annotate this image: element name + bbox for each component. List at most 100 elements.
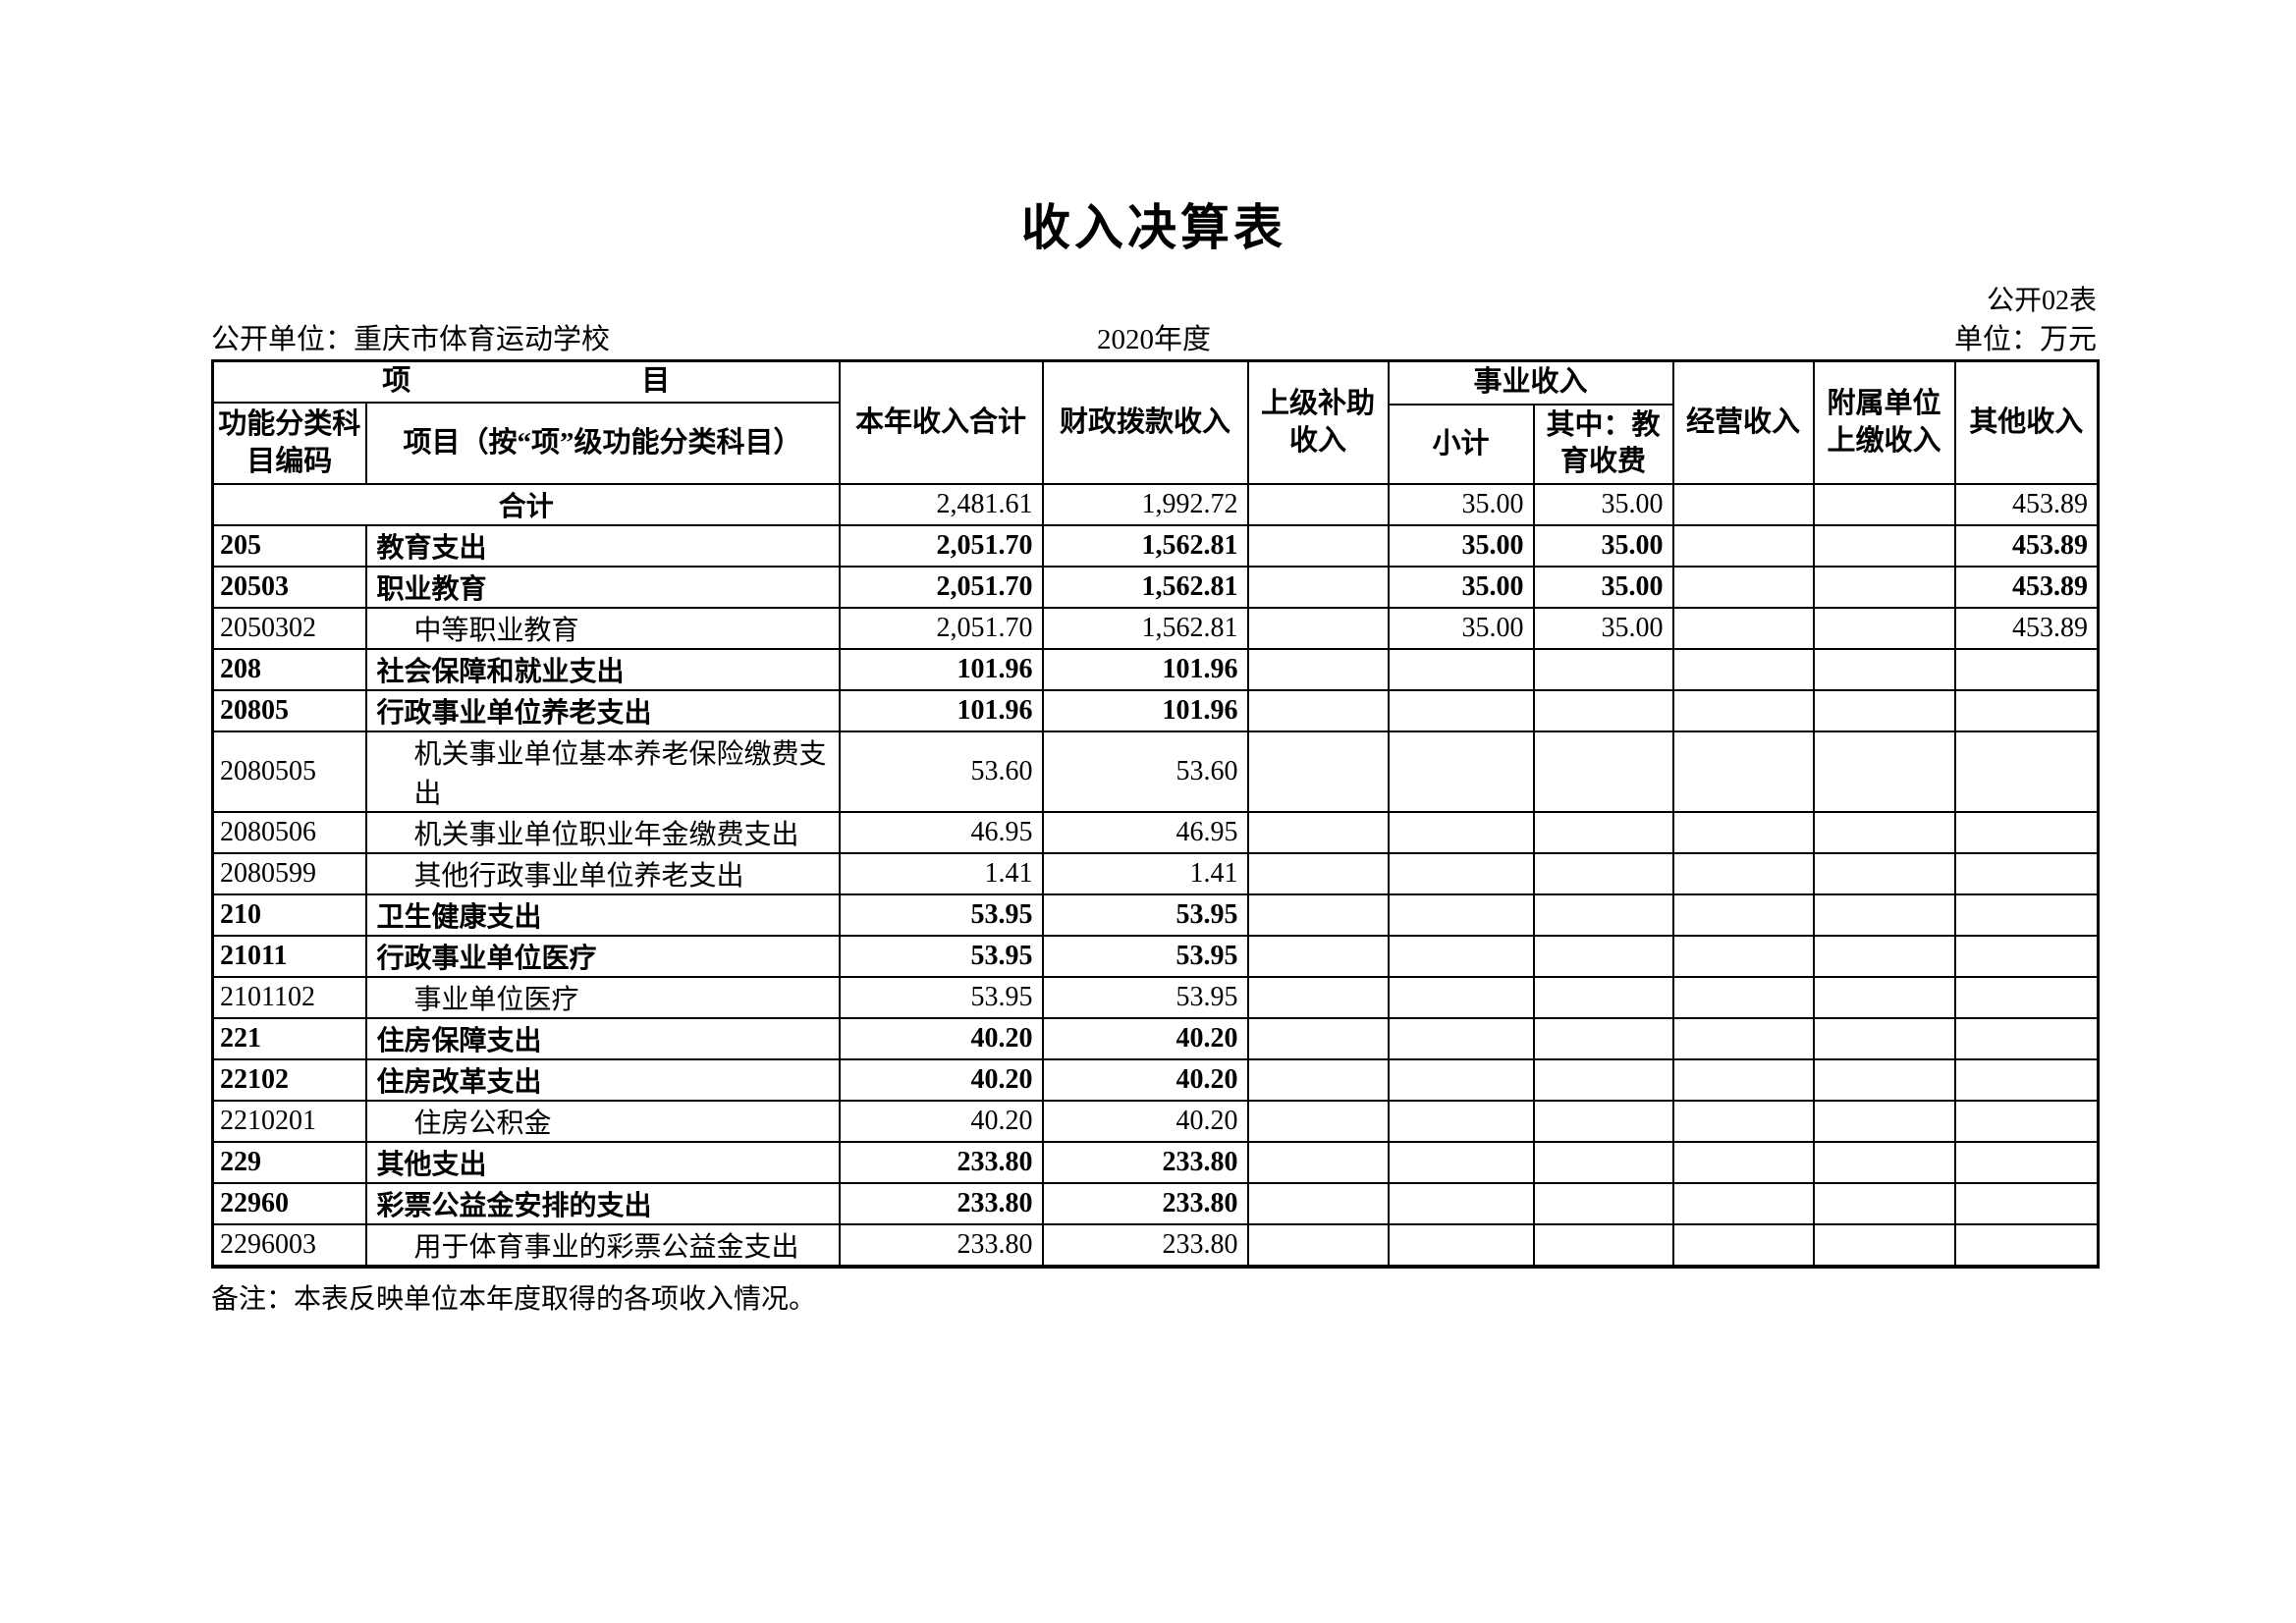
cell-value: 35.00 <box>1532 483 1674 527</box>
cell-value: 1,562.81 <box>1041 566 1249 610</box>
cell-value <box>1812 524 1956 568</box>
cell-value <box>1671 976 1815 1020</box>
cell-value <box>1812 1182 1956 1226</box>
cell-value: 101.96 <box>1041 689 1249 733</box>
cell-value <box>1387 976 1535 1020</box>
cell-value: 2,481.61 <box>838 483 1044 527</box>
cell-value: 233.80 <box>1041 1223 1249 1270</box>
cell-value: 453.89 <box>1953 483 2100 527</box>
cell-item: 住房改革支出 <box>364 1058 841 1103</box>
cell-item: 卫生健康支出 <box>364 893 841 938</box>
cell-value <box>1246 1017 1390 1061</box>
table-row: 22960 彩票公益金安排的支出 233.80 233.80 <box>211 1182 2100 1226</box>
cell-code: 208 <box>211 648 367 692</box>
cell-value <box>1532 935 1674 979</box>
table-row: 2050302 中等职业教育 2,051.70 1,562.81 35.00 35.00 4… <box>211 607 2100 651</box>
cell-value <box>1246 1100 1390 1144</box>
table-row: 2101102 事业单位医疗 53.95 53.95 <box>211 976 2100 1020</box>
cell-value: 233.80 <box>838 1141 1044 1185</box>
cell-value <box>1953 935 2100 979</box>
cell-code: 2080599 <box>211 852 367 896</box>
cell-value: 46.95 <box>838 811 1044 855</box>
cell-value: 35.00 <box>1532 566 1674 610</box>
cell-code: 20503 <box>211 566 367 610</box>
cell-value: 35.00 <box>1387 483 1535 527</box>
cell-value <box>1532 1100 1674 1144</box>
cell-item: 职业教育 <box>364 566 841 610</box>
table-row: 合计 2,481.61 1,992.72 35.00 35.00 453.89 <box>211 483 2100 527</box>
cell-value <box>1812 607 1956 651</box>
header-superior-subsidy: 上级补助收入 <box>1246 359 1390 486</box>
cell-value: 2,051.70 <box>838 524 1044 568</box>
cell-value <box>1387 730 1535 814</box>
cell-value: 35.00 <box>1387 566 1535 610</box>
cell-value <box>1812 893 1956 938</box>
cell-value <box>1387 893 1535 938</box>
table-row: 229 其他支出 233.80 233.80 <box>211 1141 2100 1185</box>
cell-value <box>1246 483 1390 527</box>
table-row: 20503 职业教育 2,051.70 1,562.81 35.00 35.00 453.8… <box>211 566 2100 610</box>
sheet-code-label: 公开02表 <box>1986 286 2097 316</box>
cell-value <box>1387 689 1535 733</box>
cell-value <box>1387 811 1535 855</box>
cell-code: 2210201 <box>211 1100 367 1144</box>
table-row: 208 社会保障和就业支出 101.96 101.96 <box>211 648 2100 692</box>
cell-item: 用于体育事业的彩票公益金支出 <box>364 1223 841 1270</box>
cell-value: 53.95 <box>1041 893 1249 938</box>
cell-code: 229 <box>211 1141 367 1185</box>
cell-value <box>1246 566 1390 610</box>
table-row: 221 住房保障支出 40.20 40.20 <box>211 1017 2100 1061</box>
cell-value <box>1532 893 1674 938</box>
cell-value <box>1671 811 1815 855</box>
cell-value: 453.89 <box>1953 607 2100 651</box>
cell-value <box>1387 1182 1535 1226</box>
cell-value: 53.60 <box>1041 730 1249 814</box>
cell-value <box>1671 1017 1815 1061</box>
cell-value: 53.95 <box>1041 935 1249 979</box>
header-education-fee: 其中：教育收费 <box>1532 403 1674 486</box>
cell-item: 其他支出 <box>364 1141 841 1185</box>
cell-value <box>1246 524 1390 568</box>
cell-item: 机关事业单位基本养老保险缴费支出 <box>364 730 841 814</box>
cell-value: 40.20 <box>838 1100 1044 1144</box>
cell-value <box>1953 689 2100 733</box>
cell-value: 46.95 <box>1041 811 1249 855</box>
cell-value <box>1953 730 2100 814</box>
cell-value <box>1953 893 2100 938</box>
cell-code: 2080505 <box>211 730 367 814</box>
cell-value <box>1532 811 1674 855</box>
cell-value <box>1387 1141 1535 1185</box>
cell-code: 20805 <box>211 689 367 733</box>
cell-value: 53.95 <box>838 935 1044 979</box>
cell-value: 40.20 <box>1041 1100 1249 1144</box>
year-label: 2020年度 <box>1096 324 1211 355</box>
header-item: 项目（按“项”级功能分类科目） <box>364 401 841 486</box>
cell-value <box>1671 1100 1815 1144</box>
cell-value <box>1671 1223 1815 1270</box>
cell-item: 中等职业教育 <box>364 607 841 651</box>
cell-value: 53.95 <box>1041 976 1249 1020</box>
cell-code: 221 <box>211 1017 367 1061</box>
cell-value <box>1953 1182 2100 1226</box>
cell-value <box>1246 811 1390 855</box>
cell-value <box>1671 1058 1815 1103</box>
cell-value: 40.20 <box>1041 1017 1249 1061</box>
cell-code: 22960 <box>211 1182 367 1226</box>
cell-value: 2,051.70 <box>838 566 1044 610</box>
cell-value <box>1671 852 1815 896</box>
header-affiliated-income: 附属单位上缴收入 <box>1812 359 1956 486</box>
cell-value <box>1812 483 1956 527</box>
cell-code: 2101102 <box>211 976 367 1020</box>
cell-item: 彩票公益金安排的支出 <box>364 1182 841 1226</box>
header-total-income: 本年收入合计 <box>838 359 1044 486</box>
cell-value <box>1671 524 1815 568</box>
cell-value: 53.95 <box>838 893 1044 938</box>
cell-value <box>1246 730 1390 814</box>
cell-value <box>1953 648 2100 692</box>
cell-value <box>1812 935 1956 979</box>
cell-value <box>1246 893 1390 938</box>
cell-item: 行政事业单位医疗 <box>364 935 841 979</box>
cell-value <box>1671 483 1815 527</box>
cell-value: 40.20 <box>838 1058 1044 1103</box>
cell-value <box>1812 1141 1956 1185</box>
